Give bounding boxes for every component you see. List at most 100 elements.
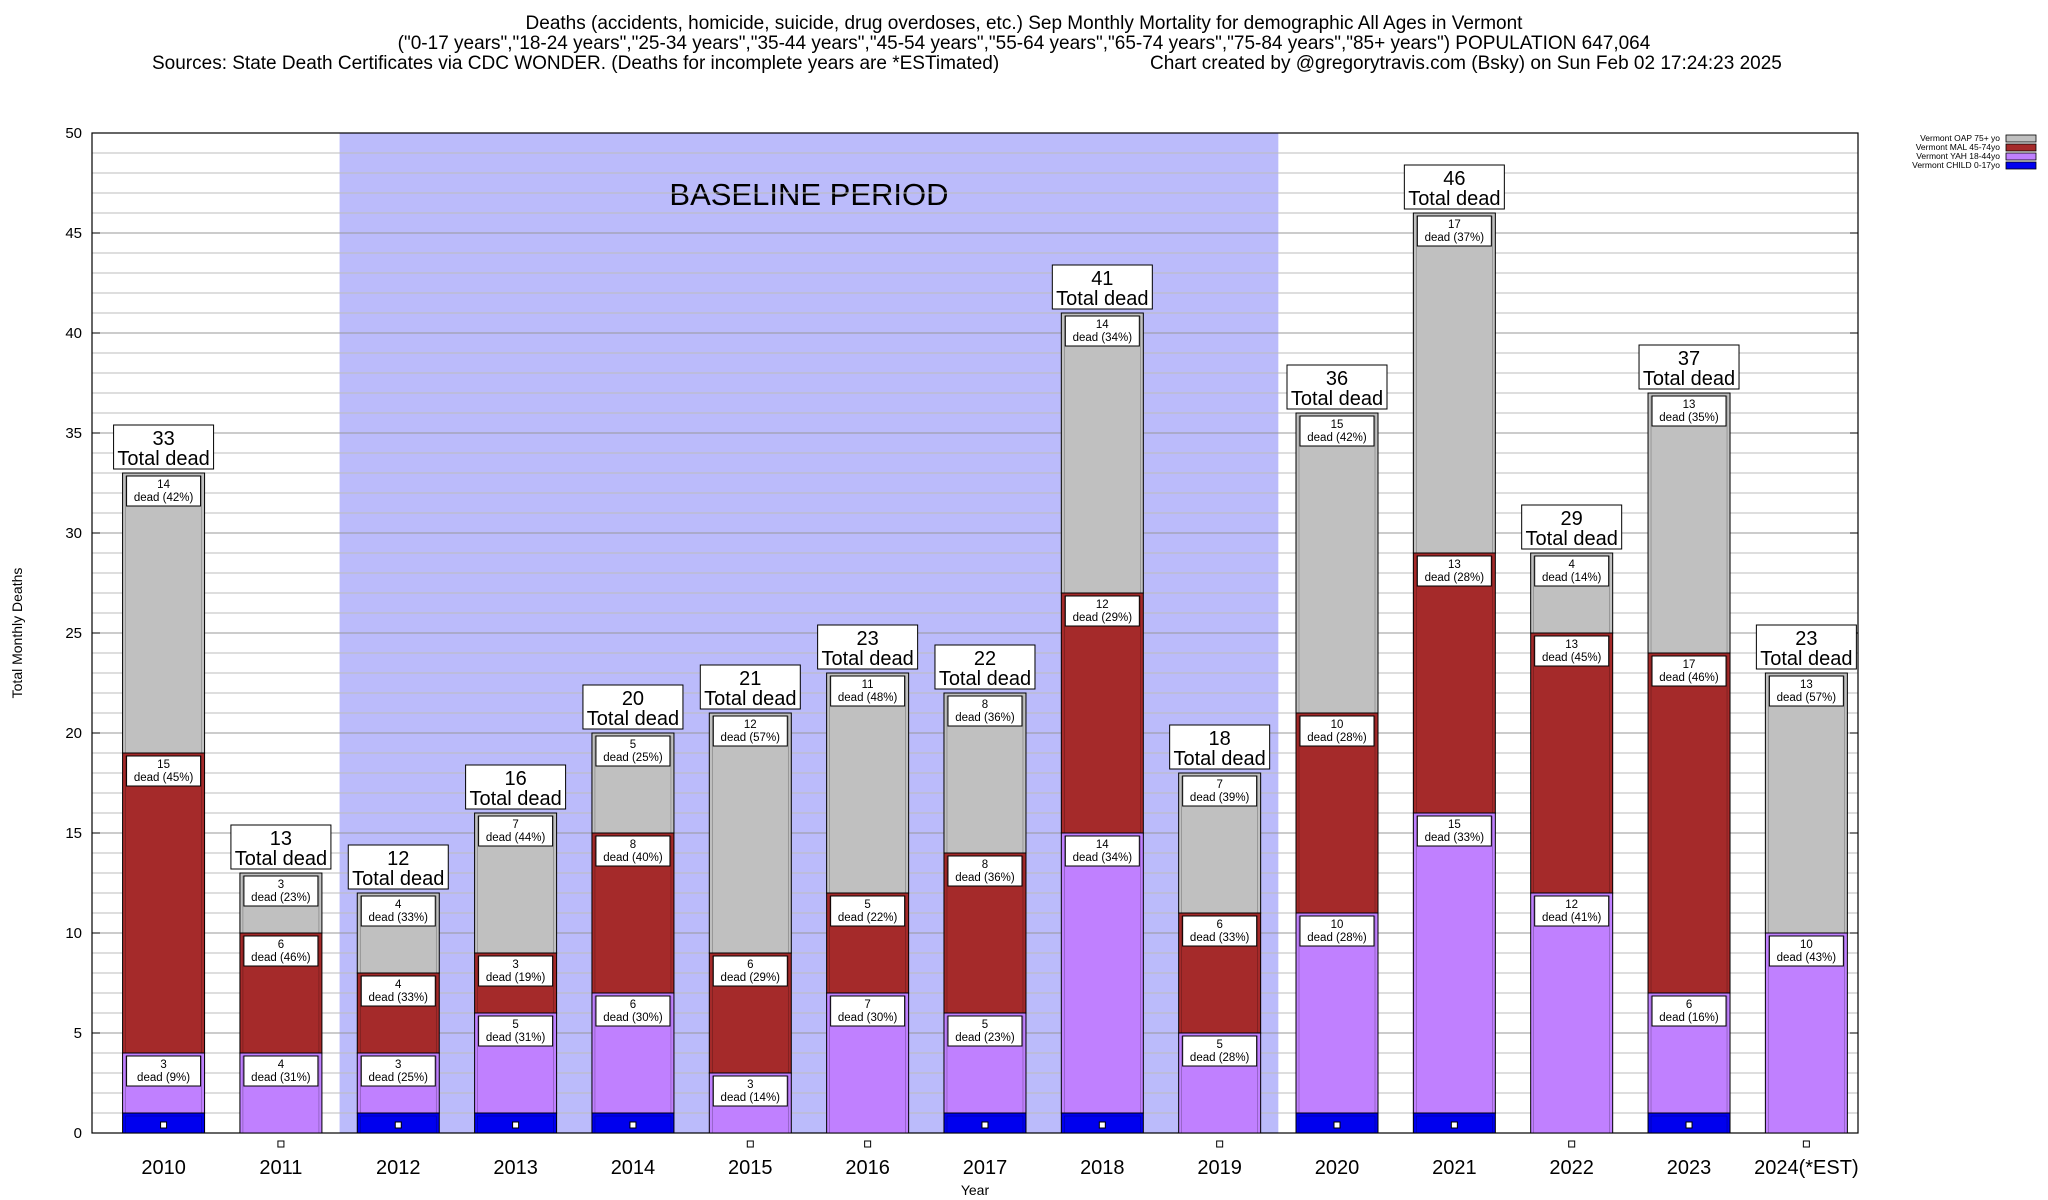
segment-pct-label: dead (25%) <box>369 1072 429 1084</box>
total-label-box <box>347 844 449 890</box>
legend-label: Vermont MAL 45-74yo <box>1916 142 2001 152</box>
segment-value-label: 15 <box>1448 819 1461 831</box>
segment-label-box <box>1416 555 1492 587</box>
y-axis-label: Total Monthly Deaths <box>9 568 25 699</box>
segment-label-box <box>712 1075 788 1107</box>
segment-pct-label: dead (28%) <box>1425 572 1485 584</box>
child-marker <box>1568 1140 1576 1148</box>
segment-label-box <box>126 755 202 787</box>
segment-label-box <box>243 1055 319 1087</box>
total-value-label: 22 <box>974 648 996 670</box>
segment-value-label: 13 <box>1800 679 1813 691</box>
child-marker <box>512 1121 520 1129</box>
bar-segment-inner <box>125 1115 202 1134</box>
segment-pct-label: dead (57%) <box>1777 692 1837 704</box>
segment-label-box <box>1182 915 1258 947</box>
segment-value-label: 3 <box>747 1079 753 1091</box>
segment-label-box <box>1651 995 1727 1027</box>
segment-pct-label: dead (34%) <box>1073 332 1133 344</box>
segment-pct-label: dead (31%) <box>486 1032 546 1044</box>
segment-pct-label: dead (39%) <box>1190 792 1250 804</box>
total-value-label: 46 <box>1443 168 1465 190</box>
y-tick-label: 50 <box>65 125 82 142</box>
segment-value-label: 13 <box>1683 399 1696 411</box>
bar-segment <box>708 712 792 954</box>
chart-title-line1: Deaths (accidents, homicide, suicide, dr… <box>525 13 1523 34</box>
segment-value-label: 5 <box>630 739 636 751</box>
segment-value-label: 10 <box>1800 939 1813 951</box>
segment-label-box <box>478 1015 554 1047</box>
child-marker <box>277 1140 285 1148</box>
segment-value-label: 4 <box>1568 559 1575 571</box>
total-value-label: 20 <box>622 688 644 710</box>
segment-pct-label: dead (28%) <box>1190 1052 1250 1064</box>
segment-label-box <box>360 975 436 1007</box>
segment-pct-label: dead (42%) <box>1307 432 1367 444</box>
segment-pct-label: dead (36%) <box>955 712 1015 724</box>
total-suffix-label: Total dead <box>1643 368 1735 390</box>
x-axis-label: Year <box>961 1182 990 1198</box>
y-tick-label: 30 <box>65 525 82 542</box>
total-suffix-label: Total dead <box>587 708 679 730</box>
child-marker <box>394 1121 402 1129</box>
segment-pct-label: dead (33%) <box>369 912 429 924</box>
total-value-label: 29 <box>1561 508 1583 530</box>
total-value-label: 21 <box>739 668 761 690</box>
segment-value-label: 12 <box>1565 899 1578 911</box>
segment-value-label: 13 <box>1448 559 1461 571</box>
segment-label-box <box>1534 555 1610 587</box>
x-tick-label: 2018 <box>1080 1157 1125 1179</box>
x-tick-label: 2012 <box>376 1157 421 1179</box>
child-marker <box>1098 1121 1106 1129</box>
segment-value-label: 12 <box>744 719 757 731</box>
x-tick-label: 2023 <box>1667 1157 1712 1179</box>
total-suffix-label: Total dead <box>1056 288 1148 310</box>
segment-value-label: 10 <box>1331 719 1344 731</box>
segment-pct-label: dead (41%) <box>1542 912 1602 924</box>
total-value-label: 36 <box>1326 368 1348 390</box>
segment-pct-label: dead (34%) <box>1073 852 1133 864</box>
segment-pct-label: dead (9%) <box>137 1072 190 1084</box>
segment-pct-label: dead (23%) <box>251 892 311 904</box>
segment-label-box <box>1299 715 1375 747</box>
total-suffix-label: Total dead <box>821 648 913 670</box>
segment-pct-label: dead (45%) <box>1542 652 1602 664</box>
total-value-label: 33 <box>152 428 174 450</box>
segment-label-box <box>830 995 906 1027</box>
segment-label-box <box>360 895 436 927</box>
segment-label-box <box>595 735 671 767</box>
total-label-box <box>1169 724 1271 770</box>
legend-label: Vermont YAH 18-44yo <box>1916 151 2000 161</box>
segment-label-box <box>478 815 554 847</box>
bar-segment-inner <box>1416 1115 1493 1134</box>
bar-segment <box>1060 592 1144 834</box>
segment-label-box <box>1064 315 1140 347</box>
segment-pct-label: dead (35%) <box>1659 412 1719 424</box>
bar-segment <box>1530 632 1614 894</box>
total-suffix-label: Total dead <box>1291 388 1383 410</box>
segment-value-label: 4 <box>395 899 402 911</box>
total-suffix-label: Total dead <box>117 448 209 470</box>
segment-value-label: 7 <box>1216 779 1222 791</box>
segment-pct-label: dead (30%) <box>838 1012 898 1024</box>
total-value-label: 23 <box>857 628 879 650</box>
total-suffix-label: Total dead <box>1526 528 1618 550</box>
segment-label-box <box>712 955 788 987</box>
child-marker <box>1333 1121 1341 1129</box>
x-tick-label: 2022 <box>1549 1157 1594 1179</box>
bar-segment <box>122 752 206 1054</box>
legend-swatch <box>2005 143 2037 152</box>
segment-value-label: 15 <box>1331 419 1344 431</box>
legend-label: Vermont CHILD 0-17yo <box>1912 160 2000 170</box>
bar-segment <box>1060 312 1144 594</box>
y-tick-label: 40 <box>65 325 82 342</box>
bar-segment-inner <box>1650 1115 1728 1134</box>
chart-title-line2: ("0-17 years","18-24 years","25-34 years… <box>397 33 1651 54</box>
total-label-box <box>1051 264 1153 310</box>
segment-value-label: 8 <box>982 699 988 711</box>
total-label-box <box>817 624 919 670</box>
child-marker <box>1216 1140 1224 1148</box>
segment-value-label: 7 <box>512 819 518 831</box>
segment-pct-label: dead (29%) <box>721 972 781 984</box>
segment-value-label: 12 <box>1096 599 1109 611</box>
